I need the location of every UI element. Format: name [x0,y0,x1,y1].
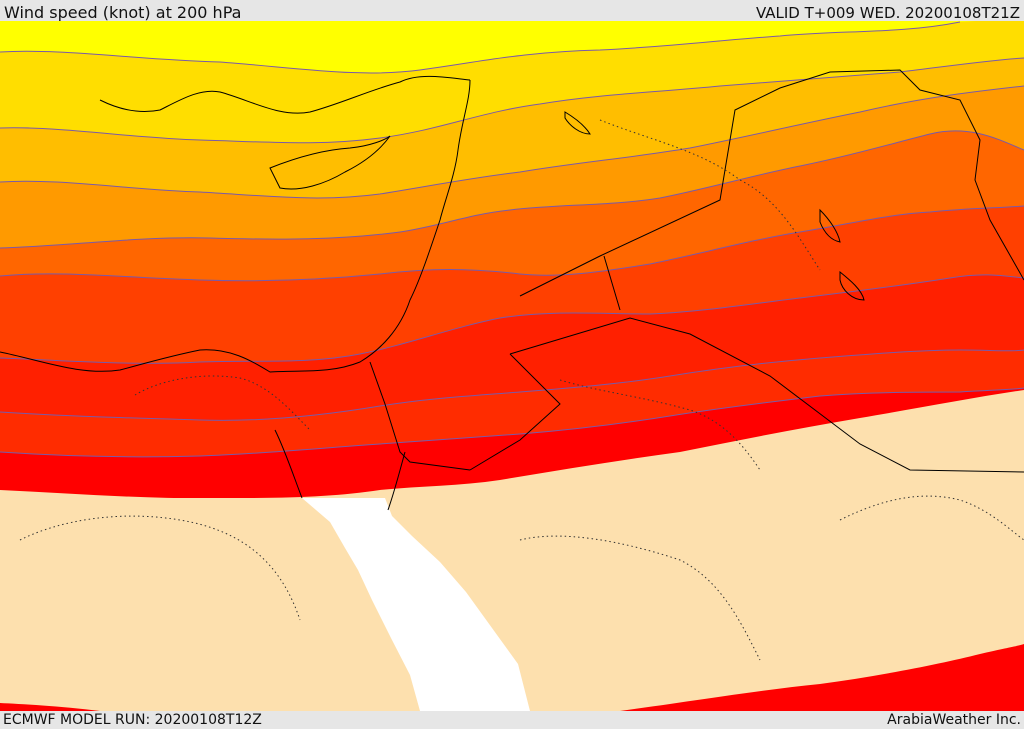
jet-core-edge [0,390,1024,711]
map-header: Wind speed (knot) at 200 hPa VALID T+009… [0,0,1024,22]
wind-speed-map [0,21,1024,711]
map-footer: ECMWF MODEL RUN: 20200108T12Z ArabiaWeat… [0,711,1024,729]
province-boundaries [19,119,1024,661]
coastlines [0,75,865,511]
country-borders [369,69,1024,473]
map-title: Wind speed (knot) at 200 hPa [4,3,242,22]
model-run: ECMWF MODEL RUN: 20200108T12Z [3,712,262,728]
contour-lines [0,21,1024,458]
wind-band-southwest [0,703,100,711]
wind-band-south [620,644,1024,711]
credit: ArabiaWeather Inc. [887,712,1021,728]
red-sea-south [302,498,530,711]
valid-time: VALID T+009 WED. 20200108T21Z [755,4,1020,22]
